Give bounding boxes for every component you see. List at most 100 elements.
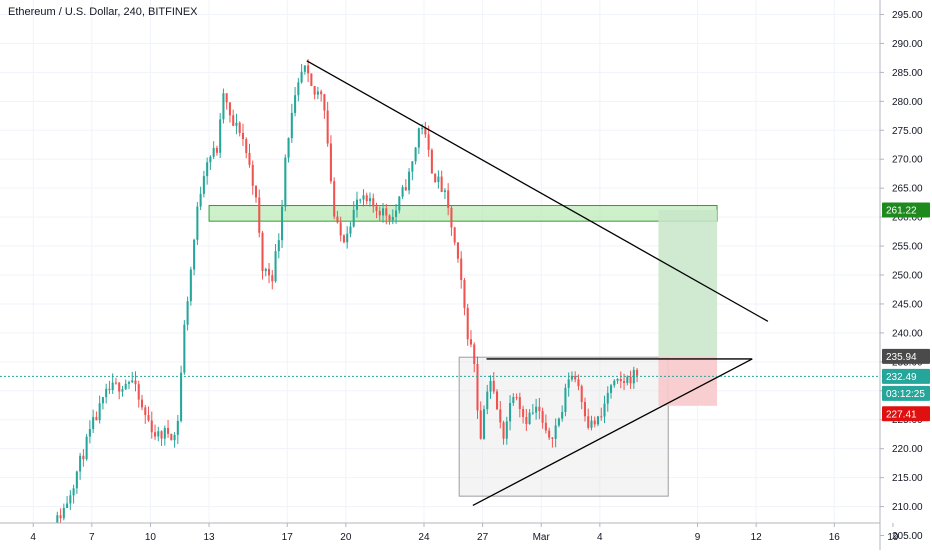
candle-body: [505, 421, 508, 439]
candle-body: [623, 381, 626, 383]
candle-body: [66, 503, 69, 509]
candle-body: [453, 227, 456, 243]
candle-body: [427, 134, 430, 150]
candle-body: [127, 382, 131, 384]
price-tick-label: 260.00: [892, 213, 923, 224]
candle-body: [574, 375, 577, 380]
time-tick-label: 10: [145, 532, 157, 543]
candle-body: [463, 280, 466, 308]
candle-body: [375, 206, 378, 211]
candle-body: [593, 420, 596, 425]
candle-body: [147, 414, 150, 421]
candle-body: [118, 382, 121, 392]
candle-body: [79, 455, 82, 472]
candle-body: [619, 378, 622, 382]
candle-body: [596, 416, 600, 425]
candle-body: [235, 122, 238, 126]
candle-body: [95, 417, 98, 421]
candle-body: [398, 196, 401, 211]
price-tick-label: 255.00: [892, 242, 923, 253]
candle-body: [434, 173, 437, 183]
candle-body: [284, 157, 287, 207]
candle-body: [326, 110, 329, 144]
candle-body: [202, 176, 205, 194]
candle-body: [561, 411, 564, 419]
candle-body: [134, 380, 137, 385]
candle-body: [251, 164, 254, 186]
candle-body: [170, 433, 173, 441]
candle-body: [515, 397, 518, 399]
time-tick-label: 4: [597, 532, 603, 543]
candle-body: [157, 431, 160, 437]
falling-trendline: [306, 60, 769, 322]
candle-body: [297, 82, 300, 96]
candle-body: [209, 156, 212, 163]
price-tick-label: 295.00: [892, 10, 923, 21]
time-tick-label: Mar: [533, 532, 551, 543]
price-tick-label: 275.00: [892, 126, 923, 137]
current-price-label: 232.49: [886, 372, 917, 383]
candle-body: [183, 324, 186, 373]
candle-body: [248, 152, 251, 165]
candle-body: [557, 418, 560, 426]
candle-body: [320, 91, 323, 95]
candle-body: [570, 375, 573, 380]
candle-body: [476, 363, 479, 411]
candle-body: [372, 198, 375, 207]
candle-body: [114, 382, 117, 384]
entry-price-label-bg: [882, 348, 930, 364]
candle-body: [189, 269, 192, 302]
candle-body: [225, 93, 228, 103]
candle-body: [281, 206, 284, 241]
candle-body: [222, 93, 225, 120]
countdown-label: 03:12:25: [886, 389, 925, 400]
candle-body: [365, 195, 368, 202]
candle-body: [121, 389, 124, 392]
price-axis-panel: [880, 0, 932, 550]
candle-body: [228, 102, 231, 116]
candle-body: [404, 187, 407, 191]
candle-body: [509, 403, 512, 422]
candle-body: [193, 239, 196, 270]
price-tick-label: 270.00: [892, 155, 923, 166]
price-tick-label: 290.00: [892, 39, 923, 50]
price-tick-label: 210.00: [892, 502, 923, 513]
candle-body: [105, 388, 108, 398]
candle-body: [167, 428, 170, 434]
price-tick-label: 250.00: [892, 271, 923, 282]
price-tick-label: 215.00: [892, 473, 923, 484]
candle-body: [206, 162, 209, 177]
candle-body: [186, 301, 189, 325]
candle-body: [238, 122, 241, 134]
candle-body: [502, 422, 505, 439]
candle-body: [385, 208, 388, 216]
candle-body: [603, 403, 606, 417]
candle-body: [254, 185, 258, 198]
price-tick-label: 245.00: [892, 299, 923, 310]
price-tick-label: 240.00: [892, 328, 923, 339]
candle-body: [199, 193, 202, 207]
candle-body: [401, 187, 404, 197]
candle-body: [173, 434, 176, 441]
candle-body: [160, 431, 163, 439]
candle-body: [98, 403, 101, 421]
candle-body: [150, 420, 153, 433]
candle-body: [437, 176, 440, 183]
target-price-label: 261.22: [886, 206, 917, 217]
candle-body: [323, 94, 326, 111]
entry-price-label: 235.94: [886, 352, 917, 363]
candle-body: [140, 399, 144, 408]
long-position-loss-zone: [658, 356, 718, 406]
candle-body: [479, 410, 482, 439]
candle-body: [531, 412, 534, 414]
time-tick-label: 20: [340, 532, 352, 543]
candle-body: [554, 425, 557, 439]
price-tick-label: 220.00: [892, 444, 923, 455]
candle-body: [447, 190, 450, 208]
candle-body: [544, 422, 547, 431]
countdown-label-bg: [882, 385, 930, 401]
candle-body: [307, 65, 310, 74]
candle-body: [606, 392, 609, 404]
